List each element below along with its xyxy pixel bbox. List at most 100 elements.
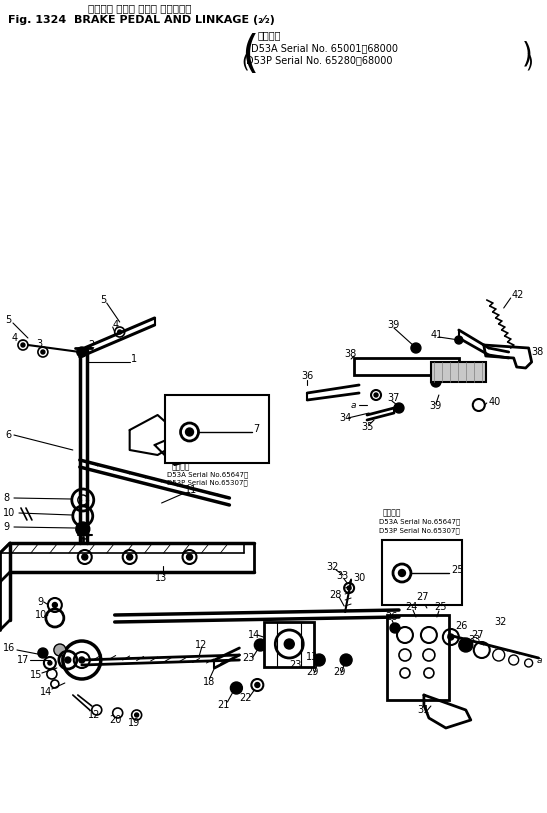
Text: 36: 36 bbox=[301, 371, 313, 381]
Text: 2: 2 bbox=[88, 340, 94, 350]
Circle shape bbox=[82, 554, 88, 560]
Text: ): ) bbox=[522, 41, 533, 69]
Text: 12: 12 bbox=[195, 640, 207, 650]
Circle shape bbox=[394, 403, 404, 413]
Circle shape bbox=[185, 428, 194, 436]
Circle shape bbox=[390, 623, 400, 633]
Text: 13: 13 bbox=[306, 652, 318, 662]
Text: 19: 19 bbox=[127, 718, 140, 728]
Circle shape bbox=[254, 639, 266, 651]
Circle shape bbox=[298, 644, 310, 656]
Text: 21: 21 bbox=[218, 700, 230, 710]
Text: 35: 35 bbox=[361, 422, 374, 432]
Circle shape bbox=[135, 713, 138, 717]
Text: 14: 14 bbox=[40, 687, 52, 697]
Text: 38: 38 bbox=[532, 347, 544, 357]
Circle shape bbox=[459, 638, 473, 652]
Text: ): ) bbox=[525, 53, 533, 72]
Text: (: ( bbox=[241, 53, 249, 72]
Text: 31: 31 bbox=[417, 705, 429, 715]
Circle shape bbox=[79, 657, 85, 663]
Text: 20: 20 bbox=[110, 715, 122, 725]
Text: Fig. 1324  BRAKE PEDAL AND LINKAGE (₂⁄₂): Fig. 1324 BRAKE PEDAL AND LINKAGE (₂⁄₂) bbox=[8, 15, 275, 25]
Text: D53A Serial No.65647～: D53A Serial No.65647～ bbox=[167, 472, 248, 478]
Text: 22: 22 bbox=[240, 693, 252, 703]
Circle shape bbox=[38, 648, 48, 658]
Text: ブレーキ ペタル および リンゲージ: ブレーキ ペタル および リンゲージ bbox=[88, 3, 191, 13]
Text: 26: 26 bbox=[455, 621, 467, 631]
Bar bbox=[165, 395, 269, 463]
Text: 5: 5 bbox=[5, 315, 11, 325]
Text: 4: 4 bbox=[12, 333, 18, 343]
Circle shape bbox=[448, 634, 454, 640]
Circle shape bbox=[313, 654, 325, 666]
Text: 26: 26 bbox=[385, 612, 397, 622]
Text: 23: 23 bbox=[242, 653, 255, 663]
Circle shape bbox=[65, 657, 71, 663]
Text: 30: 30 bbox=[353, 573, 365, 583]
Text: D53P Serial No. 65280～68000: D53P Serial No. 65280～68000 bbox=[246, 55, 393, 65]
Text: 3: 3 bbox=[36, 339, 42, 349]
Bar bbox=[264, 622, 314, 667]
Text: 6: 6 bbox=[5, 430, 11, 440]
Circle shape bbox=[76, 522, 90, 536]
Circle shape bbox=[41, 350, 45, 354]
Text: 32: 32 bbox=[326, 562, 339, 572]
Circle shape bbox=[374, 393, 378, 397]
Text: 15: 15 bbox=[30, 670, 42, 680]
Text: 25: 25 bbox=[434, 602, 446, 612]
Text: 7: 7 bbox=[253, 424, 260, 434]
Text: 39: 39 bbox=[429, 401, 441, 411]
Circle shape bbox=[340, 654, 352, 666]
Text: 29: 29 bbox=[306, 667, 318, 677]
Text: 12: 12 bbox=[88, 710, 100, 720]
Text: 41: 41 bbox=[431, 330, 443, 340]
Circle shape bbox=[54, 644, 66, 656]
Text: 10: 10 bbox=[35, 610, 47, 620]
Text: D53A Serial No.65647～: D53A Serial No.65647～ bbox=[379, 519, 460, 525]
Circle shape bbox=[347, 586, 351, 590]
Bar bbox=[382, 540, 462, 605]
Text: 9: 9 bbox=[37, 597, 43, 607]
Circle shape bbox=[230, 682, 242, 694]
Text: 25: 25 bbox=[451, 565, 463, 575]
Text: 9: 9 bbox=[3, 522, 9, 532]
Text: a: a bbox=[537, 655, 542, 664]
Text: 適用号機: 適用号機 bbox=[172, 463, 190, 472]
Circle shape bbox=[398, 569, 405, 576]
Text: D53P Serial No.65307～: D53P Serial No.65307～ bbox=[167, 480, 247, 486]
Circle shape bbox=[48, 661, 52, 665]
Text: 16: 16 bbox=[3, 643, 15, 653]
Text: 38: 38 bbox=[344, 349, 356, 359]
Text: 適用号機: 適用号機 bbox=[257, 30, 281, 40]
Bar bbox=[431, 362, 486, 382]
Circle shape bbox=[455, 336, 463, 344]
Text: 17: 17 bbox=[17, 655, 30, 665]
Text: 適用号機: 適用号機 bbox=[383, 508, 401, 518]
Text: 24: 24 bbox=[405, 602, 417, 612]
Bar bbox=[387, 615, 449, 700]
Circle shape bbox=[284, 639, 294, 649]
Circle shape bbox=[187, 554, 193, 560]
Text: 23: 23 bbox=[289, 660, 301, 670]
Circle shape bbox=[53, 602, 57, 607]
Circle shape bbox=[127, 554, 133, 560]
Circle shape bbox=[431, 377, 441, 387]
Text: 4: 4 bbox=[113, 320, 119, 330]
Circle shape bbox=[411, 343, 421, 353]
Text: 27: 27 bbox=[471, 630, 484, 640]
Circle shape bbox=[255, 682, 260, 688]
Text: 14: 14 bbox=[248, 630, 260, 640]
Text: 39: 39 bbox=[387, 320, 399, 330]
Circle shape bbox=[77, 347, 87, 357]
Text: 28: 28 bbox=[329, 590, 341, 600]
Text: D53A Serial No. 65001～68000: D53A Serial No. 65001～68000 bbox=[252, 43, 398, 53]
Text: D53P Serial No.65307～: D53P Serial No.65307～ bbox=[379, 528, 460, 534]
Text: 1: 1 bbox=[131, 354, 137, 364]
Text: 32: 32 bbox=[494, 617, 507, 627]
Circle shape bbox=[118, 330, 121, 334]
Text: 8: 8 bbox=[3, 493, 9, 503]
Text: 42: 42 bbox=[511, 290, 524, 300]
Text: 27: 27 bbox=[416, 592, 428, 602]
Text: 10: 10 bbox=[3, 508, 15, 518]
